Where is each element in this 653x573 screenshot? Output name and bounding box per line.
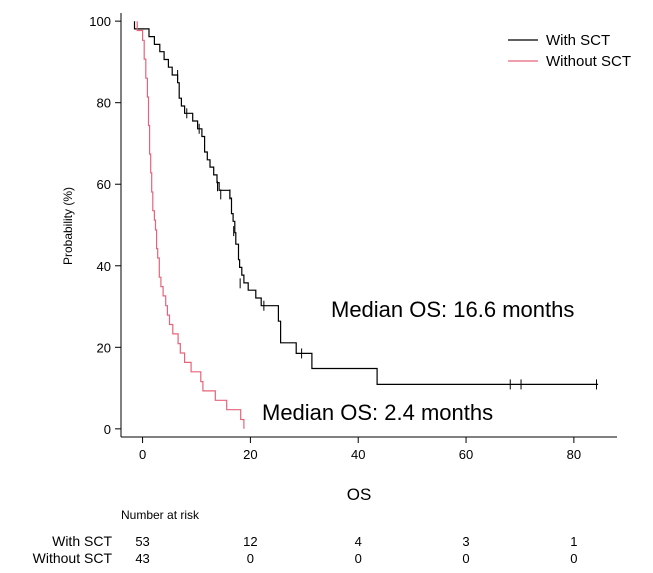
x-tick-label: 60 bbox=[459, 447, 473, 462]
y-axis-title: Probability (%) bbox=[61, 187, 75, 265]
legend-label: Without SCT bbox=[546, 53, 631, 70]
y-tick-label: 20 bbox=[97, 340, 111, 355]
annotations: Median OS: 16.6 months Median OS: 2.4 mon… bbox=[262, 297, 574, 425]
x-tick-label: 80 bbox=[567, 447, 581, 462]
risk-count: 1 bbox=[570, 534, 577, 549]
risk-count: 3 bbox=[462, 534, 469, 549]
legend: With SCT Without SCT bbox=[508, 32, 631, 70]
risk-count: 43 bbox=[135, 551, 149, 566]
y-tick-label: 80 bbox=[97, 96, 111, 111]
y-tick-label: 40 bbox=[97, 259, 111, 274]
legend-label: With SCT bbox=[546, 32, 610, 49]
risk-row-label: With SCT bbox=[52, 533, 112, 549]
risk-count: 4 bbox=[355, 534, 362, 549]
median-annotation-with-sct: Median OS: 16.6 months bbox=[331, 297, 574, 322]
risk-row-label: Without SCT bbox=[33, 550, 113, 566]
risk-count: 12 bbox=[243, 534, 257, 549]
survival-curves bbox=[133, 21, 599, 429]
survival-curve-with-sct bbox=[133, 21, 599, 385]
x-axis-title: OS bbox=[347, 485, 372, 504]
risk-table-title: Number at risk bbox=[121, 508, 200, 522]
survival-curve-without-sct bbox=[136, 21, 245, 429]
y-tick-label: 100 bbox=[89, 14, 111, 29]
y-tick-label: 60 bbox=[97, 177, 111, 192]
risk-count: 53 bbox=[135, 534, 149, 549]
x-tick-label: 0 bbox=[139, 447, 146, 462]
risk-count: 0 bbox=[570, 551, 577, 566]
x-tick-label: 40 bbox=[351, 447, 365, 462]
x-tick-label: 20 bbox=[243, 447, 257, 462]
risk-count: 0 bbox=[355, 551, 362, 566]
median-annotation-without-sct: Median OS: 2.4 months bbox=[262, 400, 493, 425]
axes: 0 20 40 60 80 100 0 20 40 60 80 OS Probability (%) bbox=[61, 13, 617, 504]
risk-count: 0 bbox=[462, 551, 469, 566]
risk-count: 0 bbox=[247, 551, 254, 566]
y-tick-label: 0 bbox=[104, 422, 111, 437]
